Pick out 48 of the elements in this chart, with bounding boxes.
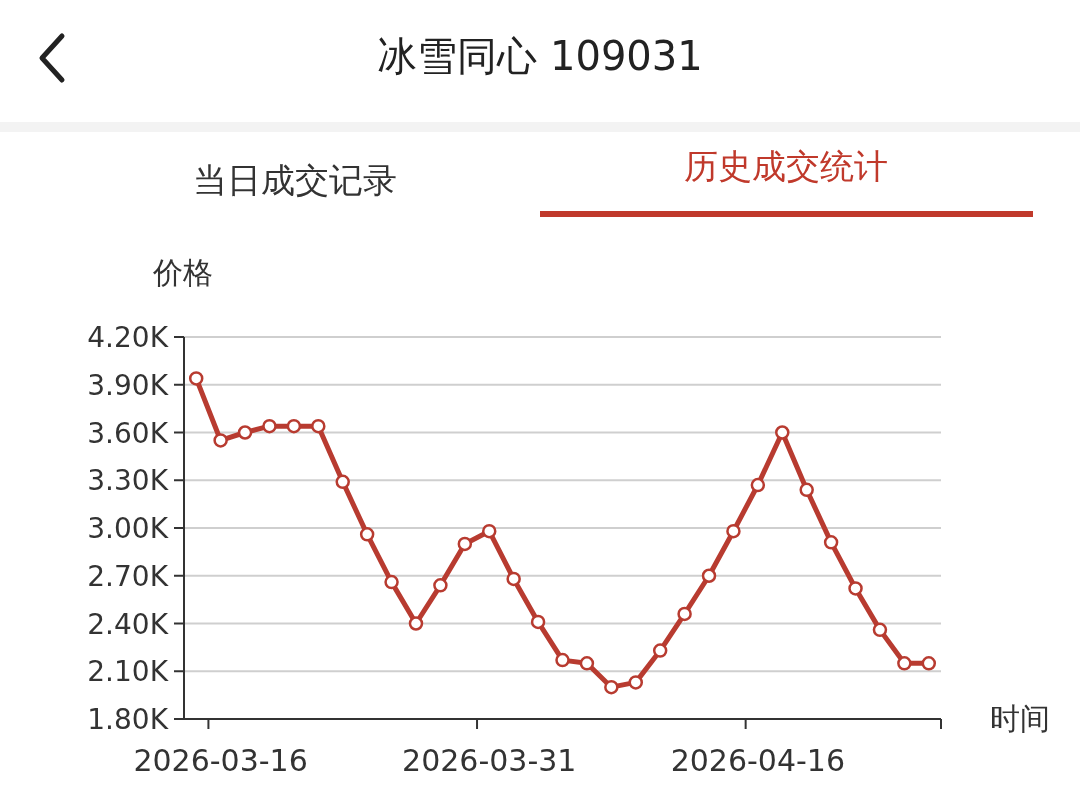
point	[726, 523, 741, 539]
chart-title: 冰雪同心 109031	[377, 33, 703, 79]
point	[286, 418, 302, 434]
x-tick-label: 2026-03-31	[402, 743, 577, 778]
point	[750, 477, 766, 493]
y-tick-label: 1.80K	[87, 703, 169, 736]
y-tick-label: 2.70K	[87, 559, 169, 593]
point	[457, 536, 473, 552]
y-tick-label: 2.40K	[87, 607, 169, 641]
point	[359, 527, 375, 542]
point	[433, 578, 448, 593]
point	[701, 568, 717, 583]
y-tick-label: 3.90K	[87, 368, 169, 402]
point	[921, 656, 937, 671]
point	[237, 425, 253, 440]
point	[823, 535, 839, 550]
x-axis-title: 时间	[990, 701, 1050, 736]
x-tick-label: 2026-03-16	[133, 743, 308, 778]
point	[775, 425, 790, 440]
point	[384, 574, 399, 590]
point	[579, 656, 595, 671]
y-tick-label: 3.60K	[87, 416, 169, 450]
point	[897, 656, 912, 671]
y-tick-label: 3.00K	[87, 512, 169, 545]
point	[848, 581, 863, 596]
y-tick-label: 2.10K	[87, 655, 169, 689]
y-axis-title: 价格	[152, 255, 213, 290]
point	[677, 606, 692, 622]
point	[555, 652, 570, 668]
point	[262, 418, 277, 434]
point	[188, 371, 204, 386]
point	[408, 616, 424, 631]
point	[799, 482, 814, 498]
point	[530, 614, 546, 630]
point	[604, 679, 619, 695]
point	[652, 643, 668, 658]
point	[335, 474, 350, 490]
point	[481, 523, 497, 539]
point	[311, 418, 326, 434]
x-tick-label: 2026-04-16	[670, 743, 846, 778]
text: 历史成交统计	[684, 146, 888, 186]
y-tick-label: 3.30K	[87, 464, 169, 498]
point	[213, 433, 228, 448]
y-tick-label: 4.20K	[87, 321, 169, 354]
point	[872, 622, 888, 638]
point	[628, 675, 644, 690]
point	[506, 571, 521, 587]
text: 当日成交记录	[193, 160, 397, 200]
